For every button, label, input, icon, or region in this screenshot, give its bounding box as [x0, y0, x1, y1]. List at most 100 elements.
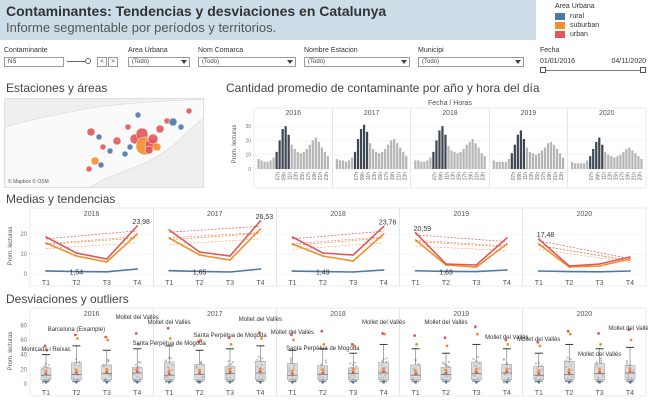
area-mean-dot	[475, 367, 478, 371]
area-mean-dot	[291, 369, 294, 373]
trend-line	[415, 234, 507, 242]
bar	[405, 156, 408, 169]
legend-item-urban[interactable]: urban	[555, 30, 599, 39]
bar	[257, 159, 260, 169]
bar	[474, 143, 477, 169]
fecha-end[interactable]: 04/11/2020	[611, 58, 646, 65]
area-urbana-select[interactable]: (Todo)	[128, 57, 190, 67]
legend-item-suburban[interactable]: suburban	[555, 21, 599, 30]
outlier-point	[597, 332, 600, 335]
trend-line	[169, 225, 261, 233]
outlier-point	[599, 343, 602, 346]
hour-tick-label: 21h	[318, 172, 324, 181]
contaminante-input[interactable]: NS	[4, 57, 64, 67]
station-marker	[177, 123, 185, 131]
dashboard-header: Contaminantes: Tendencias y desviaciones…	[0, 0, 536, 40]
trend-line	[169, 232, 261, 239]
scatter-point	[625, 362, 629, 365]
outlier-point	[104, 335, 108, 339]
next-button[interactable]: >	[107, 57, 118, 67]
year-label: 2019	[453, 311, 469, 318]
section-title-outliers: Desviaciones y outliers	[6, 292, 129, 306]
hour-tick-label: 13h	[294, 172, 300, 181]
bar	[263, 161, 266, 169]
scatter-point	[600, 359, 603, 362]
hour-tick-label: 07h	[276, 172, 282, 181]
data-point	[198, 254, 201, 256]
hour-tick-label: 23h	[559, 172, 565, 181]
data-label: 1,63	[439, 269, 453, 276]
nom-comarca-select[interactable]: (Todo)	[198, 57, 296, 67]
quarter-label: T3	[226, 280, 234, 287]
station-marker	[86, 127, 96, 137]
data-point	[537, 270, 540, 272]
legend-item-rural[interactable]: rural	[555, 12, 599, 21]
outlier-label: Mollet del Vallès	[116, 315, 159, 321]
bar	[335, 159, 339, 169]
outlier-point	[134, 332, 138, 335]
bar	[571, 161, 574, 169]
scatter-point	[472, 357, 475, 361]
hour-tick-label: 19h	[469, 172, 475, 181]
scatter-point	[600, 357, 603, 360]
data-point	[321, 255, 324, 257]
quarter-label: T2	[196, 390, 204, 397]
bar	[444, 134, 447, 169]
contaminante-slider[interactable]	[67, 57, 91, 64]
outlier-point	[413, 334, 416, 337]
nombre-estacion-select[interactable]: (Todo)	[304, 57, 410, 67]
trend-line	[292, 242, 384, 250]
bar	[574, 163, 577, 169]
area-mean-dot	[259, 367, 262, 370]
scatter-point	[41, 381, 45, 384]
data-point	[537, 243, 540, 245]
stations-map[interactable]: © Mapbox © OSM	[4, 98, 204, 188]
slider-start-handle[interactable]	[540, 67, 546, 73]
bar	[465, 144, 468, 169]
data-label: 20,59	[414, 226, 432, 233]
area-mean-dot	[444, 371, 448, 375]
map-canvas[interactable]	[5, 99, 204, 188]
bar	[607, 154, 610, 169]
data-point	[168, 229, 171, 231]
bar	[580, 163, 583, 169]
fecha-range-slider[interactable]	[540, 66, 646, 74]
filter-label: Nom Comarca	[198, 47, 244, 54]
scatter-point	[502, 358, 505, 361]
quarter-label: T2	[565, 280, 573, 287]
bar	[338, 160, 342, 169]
station-marker	[147, 133, 159, 145]
quarter-label: T1	[535, 390, 543, 397]
fecha-start[interactable]: 01/01/2016	[540, 58, 576, 65]
data-point	[75, 252, 78, 254]
year-label: 2016	[84, 211, 100, 218]
quarter-label: T4	[380, 390, 388, 397]
bar	[266, 161, 269, 169]
scatter-point	[289, 359, 292, 362]
data-point	[259, 220, 262, 222]
slider-end-handle[interactable]	[640, 67, 646, 73]
area-mean-dot	[105, 370, 109, 374]
hour-tick-label: 19h	[390, 172, 396, 181]
bar	[320, 147, 323, 169]
scatter-point	[566, 356, 569, 359]
y-tick-label: 10	[245, 153, 251, 159]
outlier-point	[136, 343, 140, 346]
data-point	[475, 266, 478, 268]
slider-knob[interactable]	[85, 57, 91, 64]
hour-tick-label: 09h	[517, 172, 523, 181]
filter-contaminante: Contaminante NS < >	[4, 47, 118, 67]
data-point	[45, 236, 47, 238]
area-mean-dot	[475, 370, 478, 374]
area-mean-dot	[382, 370, 385, 373]
municipi-select[interactable]: (Todo)	[418, 57, 524, 67]
data-point	[568, 265, 571, 267]
trend-line	[415, 241, 507, 248]
previous-button[interactable]: <	[96, 57, 107, 67]
data-point	[445, 270, 447, 273]
scatter-point	[476, 355, 479, 358]
series-line	[538, 238, 631, 267]
legend-label: urban	[570, 31, 588, 38]
bar	[495, 161, 498, 169]
area-mean-dot	[259, 380, 262, 384]
